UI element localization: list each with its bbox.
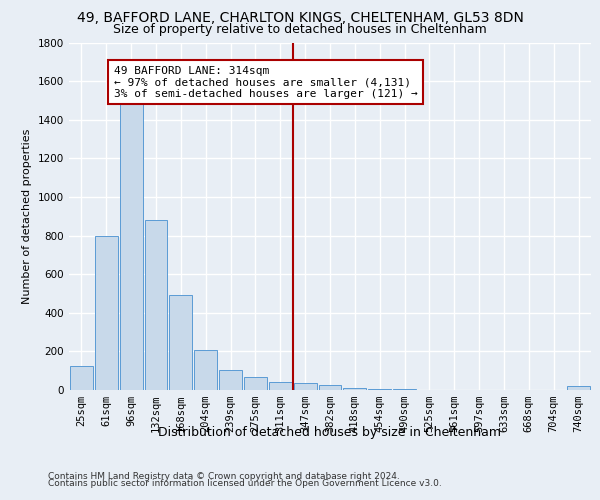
- Text: Size of property relative to detached houses in Cheltenham: Size of property relative to detached ho…: [113, 22, 487, 36]
- Bar: [567, 386, 590, 390]
- Bar: [343, 388, 366, 390]
- Bar: [368, 389, 391, 390]
- Text: Contains public sector information licensed under the Open Government Licence v3: Contains public sector information licen…: [48, 479, 442, 488]
- Bar: [244, 378, 267, 390]
- Text: Distribution of detached houses by size in Cheltenham: Distribution of detached houses by size …: [158, 426, 502, 439]
- Text: 49 BAFFORD LANE: 314sqm
← 97% of detached houses are smaller (4,131)
3% of semi-: 49 BAFFORD LANE: 314sqm ← 97% of detache…: [114, 66, 418, 99]
- Bar: [120, 102, 143, 390]
- Y-axis label: Number of detached properties: Number of detached properties: [22, 128, 32, 304]
- Bar: [95, 236, 118, 390]
- Bar: [319, 385, 341, 390]
- Bar: [169, 296, 192, 390]
- Bar: [269, 382, 292, 390]
- Text: 49, BAFFORD LANE, CHARLTON KINGS, CHELTENHAM, GL53 8DN: 49, BAFFORD LANE, CHARLTON KINGS, CHELTE…: [77, 11, 523, 25]
- Bar: [219, 370, 242, 390]
- Bar: [294, 383, 317, 390]
- Text: Contains HM Land Registry data © Crown copyright and database right 2024.: Contains HM Land Registry data © Crown c…: [48, 472, 400, 481]
- Bar: [145, 220, 167, 390]
- Bar: [70, 366, 93, 390]
- Bar: [194, 350, 217, 390]
